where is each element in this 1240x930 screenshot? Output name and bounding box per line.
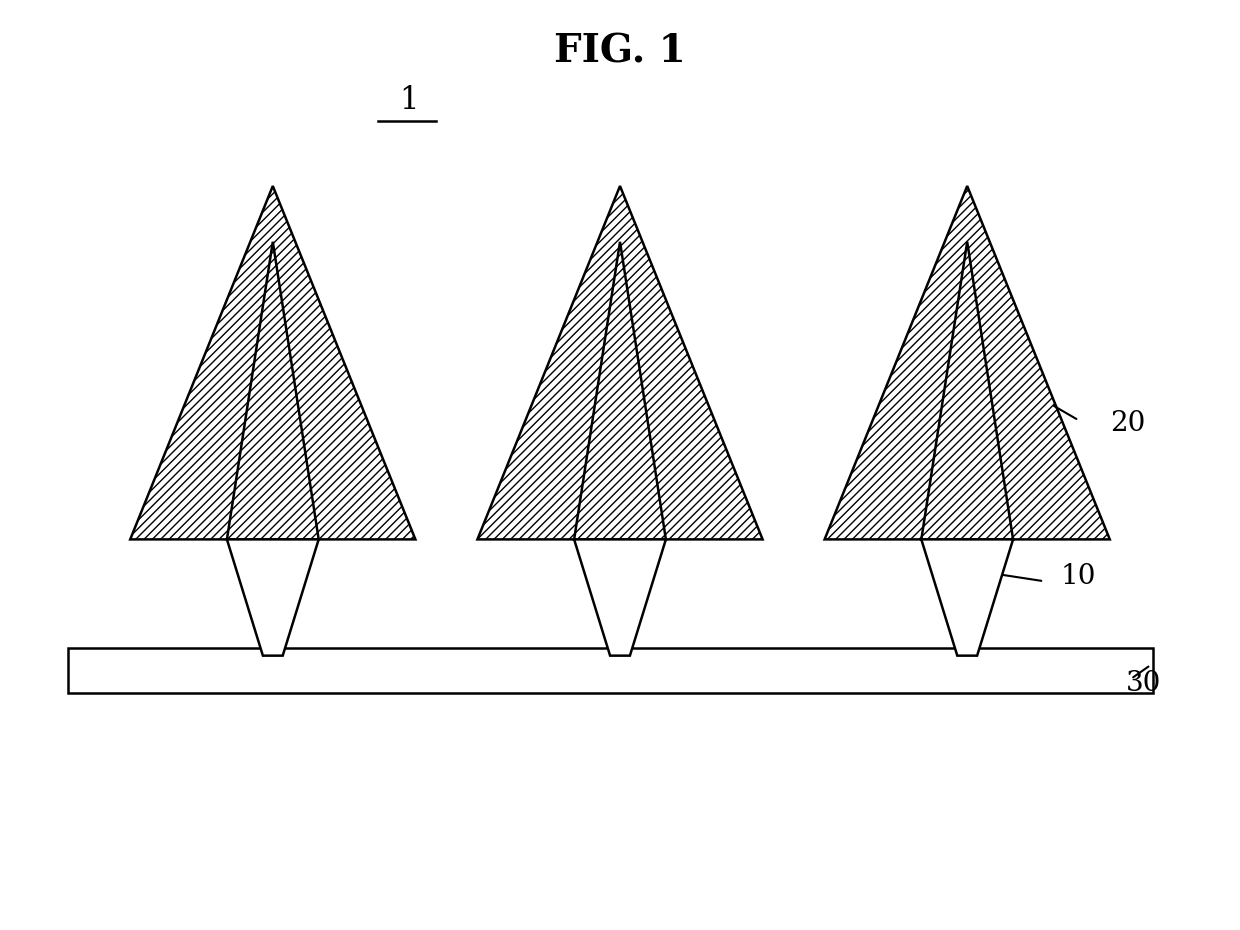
Polygon shape <box>227 539 319 656</box>
Polygon shape <box>574 539 666 656</box>
Polygon shape <box>574 242 666 539</box>
Polygon shape <box>921 539 1013 656</box>
Text: 30: 30 <box>1126 670 1162 698</box>
Polygon shape <box>921 242 1013 539</box>
Bar <box>68 648 1153 693</box>
Text: FIG. 1: FIG. 1 <box>554 33 686 71</box>
Polygon shape <box>227 242 319 539</box>
Text: 1: 1 <box>399 86 419 116</box>
Polygon shape <box>477 186 763 539</box>
Polygon shape <box>574 242 666 539</box>
Polygon shape <box>227 242 319 539</box>
Polygon shape <box>921 242 1013 539</box>
Polygon shape <box>130 186 415 539</box>
Text: 20: 20 <box>1110 409 1146 437</box>
Text: 10: 10 <box>1060 563 1096 591</box>
Polygon shape <box>825 186 1110 539</box>
